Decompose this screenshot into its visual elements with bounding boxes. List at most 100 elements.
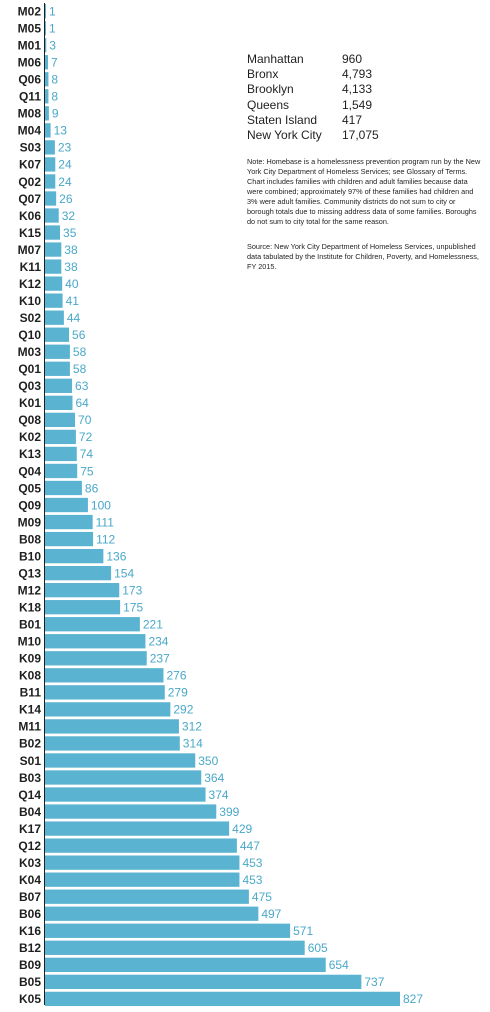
bar	[45, 55, 49, 70]
bar	[45, 923, 291, 938]
category-label: K11	[20, 260, 42, 274]
category-label: Q12	[18, 839, 41, 853]
bar	[45, 753, 196, 768]
totals-borough-name: Manhattan	[247, 52, 304, 66]
chart-source: Source: New York City Department of Home…	[247, 242, 479, 271]
category-label: B06	[19, 907, 41, 921]
value-label: 350	[198, 754, 218, 768]
value-label: 314	[183, 737, 203, 751]
value-label: 279	[168, 686, 188, 700]
bar	[45, 770, 202, 785]
totals-borough-value: 4,133	[342, 82, 373, 97]
bar	[45, 429, 76, 445]
bar	[45, 889, 249, 904]
category-label: Q08	[18, 413, 41, 427]
value-label: 38	[64, 243, 78, 257]
bar	[45, 583, 120, 598]
bar	[45, 463, 78, 479]
value-label: 312	[182, 720, 202, 734]
category-label: S03	[20, 141, 42, 155]
category-label: B04	[19, 805, 41, 819]
value-label: 74	[80, 447, 94, 461]
bar	[45, 276, 63, 291]
totals-borough-name: Queens	[247, 97, 290, 112]
bar	[45, 617, 140, 632]
value-label: 112	[96, 532, 115, 546]
category-label: K04	[19, 873, 41, 887]
bar	[45, 685, 165, 700]
value-label: 72	[79, 430, 93, 444]
category-label: M10	[18, 635, 42, 649]
bar	[45, 38, 47, 53]
value-label: 26	[59, 192, 73, 206]
bar	[45, 72, 49, 87]
category-label: Q09	[18, 498, 41, 512]
totals-row: Staten Island 417	[247, 113, 447, 128]
value-label: 75	[80, 464, 94, 478]
bar	[45, 327, 70, 342]
bar	[45, 242, 62, 257]
value-label: 173	[122, 583, 142, 597]
totals-row: Bronx 4,793	[247, 67, 447, 82]
category-label: Q02	[18, 175, 41, 189]
category-label: M01	[18, 39, 42, 53]
borough-totals-table: Manhattan 960 Bronx 4,793 Brooklyn 4,133 Queen…	[247, 52, 447, 143]
bar	[45, 514, 93, 530]
category-label: Q11	[19, 90, 41, 104]
bar	[45, 293, 63, 308]
value-label: 737	[364, 975, 384, 989]
value-label: 364	[204, 771, 224, 785]
category-label: M03	[18, 345, 42, 359]
bar	[45, 940, 305, 955]
value-label: 497	[261, 907, 281, 921]
bar	[45, 259, 62, 274]
category-label: Q05	[18, 481, 41, 495]
bar	[45, 804, 217, 819]
bar	[45, 378, 73, 393]
bar	[45, 855, 240, 870]
value-label: 58	[73, 362, 87, 376]
bar	[45, 668, 164, 683]
value-label: 56	[72, 328, 86, 342]
value-label: 453	[242, 873, 262, 887]
bar	[45, 906, 259, 921]
value-label: 374	[209, 788, 229, 802]
category-label: B08	[19, 532, 41, 546]
totals-row: Brooklyn 4,133	[247, 82, 447, 97]
category-label: K18	[19, 601, 41, 615]
category-label: B11	[20, 686, 42, 700]
bar	[45, 208, 59, 223]
bar	[45, 412, 76, 428]
category-label: Q01	[18, 362, 41, 376]
category-label: K16	[19, 924, 41, 938]
value-label: 64	[75, 396, 89, 410]
bar	[45, 600, 121, 615]
category-label: K10	[19, 294, 41, 308]
bar	[45, 702, 171, 717]
bar	[45, 787, 206, 802]
totals-borough-value: 417	[342, 112, 363, 127]
value-label: 7	[51, 56, 58, 70]
category-label: K17	[19, 822, 41, 836]
bar	[45, 736, 180, 751]
totals-borough-value: 960	[342, 52, 363, 66]
category-label: B12	[19, 941, 41, 955]
bar	[45, 991, 400, 1007]
category-label: K01	[19, 396, 41, 410]
category-label: K12	[19, 277, 41, 291]
bar	[45, 140, 55, 155]
value-label: 136	[106, 549, 126, 563]
bar	[45, 838, 237, 853]
category-label: B05	[19, 975, 41, 989]
value-label: 8	[51, 90, 58, 104]
bar	[45, 480, 82, 496]
value-label: 237	[150, 652, 170, 666]
value-label: 292	[173, 703, 193, 717]
value-label: 32	[62, 209, 76, 223]
value-label: 154	[114, 566, 134, 580]
category-label: M09	[18, 515, 42, 529]
bar	[45, 821, 230, 836]
bar	[45, 531, 94, 547]
totals-borough-value: 1,549	[342, 97, 373, 112]
bar	[45, 123, 51, 138]
